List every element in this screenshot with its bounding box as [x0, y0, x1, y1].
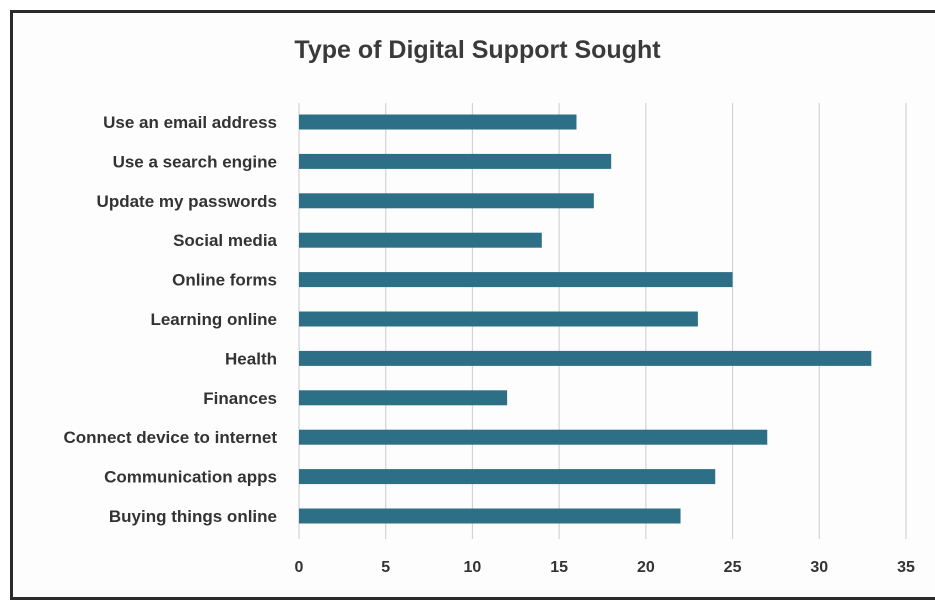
category-label: Connect device to internet — [64, 428, 278, 447]
category-label: Communication apps — [104, 468, 277, 487]
category-label: Learning online — [150, 310, 277, 329]
x-tick-label: 0 — [295, 559, 304, 576]
category-labels: Use an email address Use a search engine U… — [64, 113, 278, 526]
category-label: Update my passwords — [97, 192, 277, 211]
category-label: Use a search engine — [113, 152, 277, 171]
x-tick-label: 5 — [381, 559, 390, 576]
x-tick-label: 30 — [810, 559, 828, 576]
x-tick-label: 15 — [550, 559, 568, 576]
bar — [299, 508, 681, 524]
category-label: Health — [225, 349, 277, 368]
x-tick-label: 20 — [637, 559, 655, 576]
bar — [299, 350, 872, 366]
category-label: Buying things online — [109, 507, 277, 526]
bar — [299, 272, 733, 288]
bar — [299, 232, 542, 248]
x-tick-label: 10 — [464, 559, 482, 576]
chart-title: Type of Digital Support Sought — [294, 36, 661, 64]
bar — [299, 429, 768, 445]
bars — [299, 114, 872, 524]
x-tick-label: 35 — [897, 559, 915, 576]
bar — [299, 193, 594, 209]
bar — [299, 114, 577, 130]
bar — [299, 469, 716, 485]
category-label: Finances — [203, 389, 277, 408]
category-label: Social media — [173, 231, 277, 250]
x-tick-label: 25 — [724, 559, 742, 576]
category-label: Online forms — [172, 271, 277, 290]
bar — [299, 311, 698, 327]
bar — [299, 153, 612, 169]
x-axis-ticks: 0 5 10 15 20 25 30 35 — [295, 559, 915, 576]
bar — [299, 390, 508, 406]
category-label: Use an email address — [103, 113, 277, 132]
